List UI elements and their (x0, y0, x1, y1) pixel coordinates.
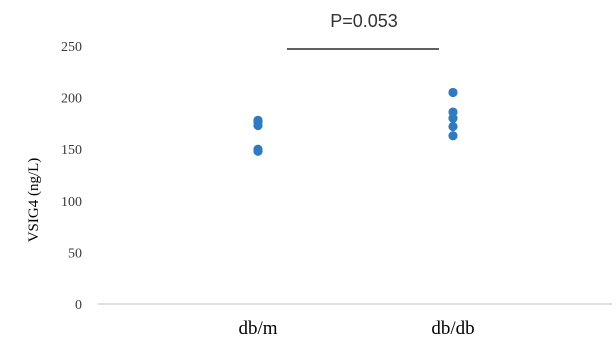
x-category-label: db/m (238, 318, 277, 339)
y-tick-label: 200 (61, 92, 82, 107)
y-tick-label: 100 (61, 195, 82, 210)
y-axis-label: VSIG4 (ng/L) (26, 158, 42, 243)
y-tick-label: 0 (75, 298, 82, 313)
data-point (448, 87, 458, 98)
data-points (253, 87, 458, 156)
data-point (448, 113, 458, 123)
y-tick-label: 50 (68, 246, 82, 261)
data-point (253, 120, 263, 131)
category-labels: db/m db/db (238, 318, 474, 339)
y-tick-label: 250 (61, 40, 82, 55)
p-value-annotation: P=0.053 (330, 11, 398, 31)
y-tick-label: 150 (61, 143, 82, 158)
y-tick-labels: 0 50 100 150 200 250 (61, 40, 82, 313)
data-point (448, 121, 458, 132)
data-point (253, 146, 263, 156)
data-point (448, 131, 458, 141)
x-category-label: db/db (431, 318, 474, 339)
